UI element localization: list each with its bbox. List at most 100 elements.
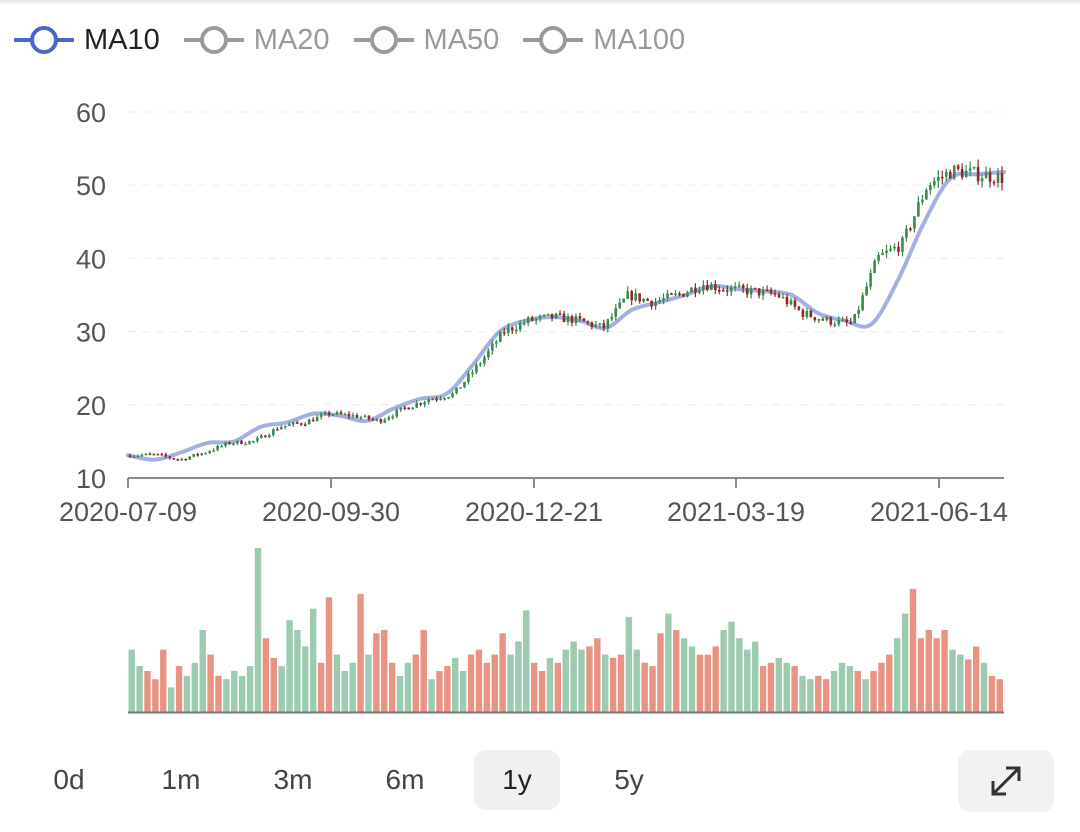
legend-item-ma50[interactable]: MA50 <box>352 24 499 57</box>
candle-body <box>578 316 582 319</box>
range-6m[interactable]: 6m <box>385 764 425 795</box>
candle-body <box>280 427 283 430</box>
volume-bar <box>594 638 601 712</box>
candle-body <box>483 357 486 364</box>
candle-body <box>136 455 140 458</box>
candle-body <box>459 387 462 389</box>
volume-bar <box>972 646 980 712</box>
candle-body <box>140 454 144 457</box>
candle-body <box>518 323 522 330</box>
candle-body <box>148 453 152 456</box>
volume-bar <box>980 662 988 712</box>
range-3m[interactable]: 3m <box>273 764 313 795</box>
legend-line-icon <box>353 26 414 54</box>
candle-body <box>837 319 841 325</box>
volume-bar <box>278 666 285 712</box>
x-tick-label: 2021-06-14 <box>870 497 1008 527</box>
candle-body <box>419 403 422 405</box>
candle-body <box>248 441 251 444</box>
candle-body <box>976 166 980 182</box>
candle-body <box>160 454 164 456</box>
candle-body <box>618 302 622 309</box>
volume-bar <box>696 654 704 712</box>
volume-bar <box>751 641 759 712</box>
volume-bar <box>507 654 514 712</box>
volume-bar <box>373 633 380 712</box>
volume-bar <box>254 548 262 712</box>
candle-body <box>204 452 207 455</box>
expand-button[interactable] <box>958 750 1054 812</box>
candle-body <box>984 172 988 179</box>
candle-body <box>925 189 928 200</box>
range-selector: 0d 1m 3m 6m 1y 5y <box>0 748 1080 812</box>
candle-body <box>917 202 920 217</box>
candle-body <box>291 422 295 425</box>
candle-body <box>208 451 211 453</box>
candle-body <box>435 398 438 401</box>
candle-body <box>439 398 442 401</box>
volume-bar <box>191 662 199 712</box>
volume-bar <box>546 657 554 712</box>
volume-bar <box>830 671 838 712</box>
candle-body <box>873 260 876 274</box>
candle-body <box>905 228 908 238</box>
candle-body <box>411 407 415 410</box>
candle-body <box>443 398 446 400</box>
candle-body <box>375 419 379 421</box>
candle-body <box>395 409 399 417</box>
volume-bar <box>333 654 341 712</box>
legend-item-ma100[interactable]: MA100 <box>521 24 685 57</box>
candle-body <box>781 296 785 299</box>
volume-bar <box>412 654 419 712</box>
candle-body <box>972 166 976 169</box>
range-1y[interactable]: 1y <box>474 750 560 810</box>
volume-bar <box>988 675 996 712</box>
range-5y[interactable]: 5y <box>614 764 644 795</box>
candle-body <box>849 322 852 324</box>
candle-body <box>909 228 912 231</box>
candle-body <box>944 171 948 177</box>
candle-body <box>574 316 578 324</box>
candle-body <box>471 372 474 374</box>
volume-bar <box>815 675 822 712</box>
volume-bar <box>246 666 254 712</box>
range-1m[interactable]: 1m <box>161 764 201 795</box>
candle-body <box>152 453 156 456</box>
candle-body <box>538 315 542 319</box>
volume-bar <box>925 630 932 712</box>
candle-body <box>626 291 630 299</box>
candle-body <box>674 293 677 295</box>
candle-body <box>897 246 900 252</box>
legend-item-ma20[interactable]: MA20 <box>182 24 330 57</box>
y-tick-label: 50 <box>76 171 106 201</box>
candle-body <box>590 322 594 327</box>
candle-body <box>367 415 371 420</box>
volume-bar <box>310 608 317 712</box>
candle-body <box>773 293 777 295</box>
range-0d[interactable]: 0d <box>53 764 85 795</box>
candle-body <box>992 181 996 184</box>
candle-body <box>594 324 598 327</box>
candle-body <box>865 286 868 296</box>
volume-bar <box>404 662 412 712</box>
volume-bar <box>909 589 917 712</box>
volume-bar <box>483 662 491 712</box>
candle-body <box>614 308 618 317</box>
volume-bar <box>949 649 956 712</box>
candle-body <box>407 407 411 410</box>
candle-body <box>399 407 403 410</box>
candle-body <box>857 309 860 314</box>
volume-bar <box>207 654 214 712</box>
legend-item-ma10[interactable]: MA10 <box>12 24 160 57</box>
candle-body <box>650 300 653 307</box>
y-tick-label: 20 <box>76 391 106 421</box>
candle-body <box>172 458 176 460</box>
candle-body <box>586 321 590 323</box>
volume-bar <box>736 638 743 712</box>
volume-bar <box>452 657 459 712</box>
volume-bar <box>617 654 625 712</box>
expand-icon <box>991 766 1021 796</box>
volume-bar <box>325 597 333 712</box>
volume-bar <box>941 630 948 712</box>
candle-body <box>877 254 880 261</box>
